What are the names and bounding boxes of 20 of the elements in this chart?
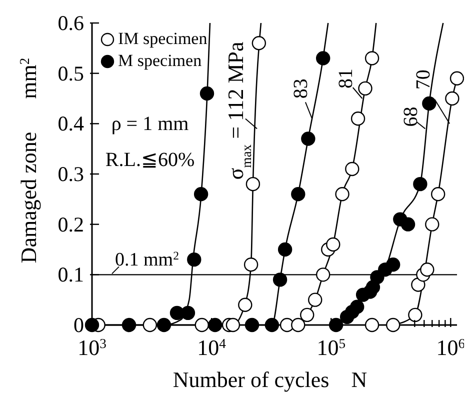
x-tick-label: 10$^{4}$ <box>197 335 226 360</box>
annotation: 68 <box>400 106 422 127</box>
x-tick-label: 10$^{5}$ <box>316 335 346 360</box>
x-tick-label: 10$^{3}$ <box>78 335 107 360</box>
annotation: 70 <box>412 70 435 90</box>
y-tick-label: 0.3 <box>58 162 84 186</box>
y-tick-label: 0.4 <box>58 112 84 136</box>
legend-label: IM specimen <box>118 28 208 50</box>
y-tick-label: 0 <box>74 313 84 337</box>
annotation: 81 <box>335 68 358 88</box>
annotation: 83 <box>290 78 312 99</box>
annotation: R.L.≦60% <box>105 149 195 171</box>
y-tick-label: 0.2 <box>58 212 84 236</box>
y-tick-label: 0.5 <box>58 61 84 86</box>
annotation: ρ = 1 mm <box>111 113 190 135</box>
x-axis-title: Number of cycles N <box>172 367 368 392</box>
ref-line-label: 0.1 mm$^{2}$ <box>115 249 180 271</box>
y-tick-label: 0.1 <box>58 262 84 287</box>
y-tick-label: 0.6 <box>58 11 84 35</box>
legend-label: M specimen <box>118 50 202 72</box>
